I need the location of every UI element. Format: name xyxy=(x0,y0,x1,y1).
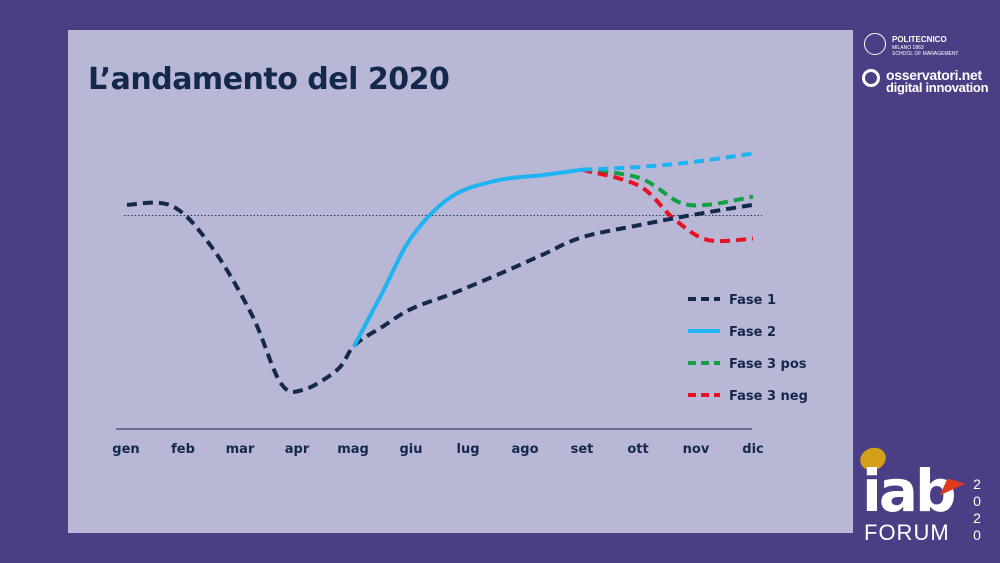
iab-forum-logo: iab FORUM 2020 xyxy=(857,444,998,560)
legend-item-fase-3-neg: Fase 3 neg xyxy=(688,389,808,404)
series-line-fase-2-proiezione xyxy=(582,151,754,172)
osservatori-name: osservatori.net xyxy=(886,67,982,83)
x-tick-label-set: set xyxy=(571,442,594,457)
politecnico-name: POLITECNICO xyxy=(892,35,947,44)
politecnico-seal-icon xyxy=(864,33,886,55)
series-line-fase-3-pos xyxy=(582,167,754,208)
iab-forum-text: FORUM xyxy=(864,520,950,545)
legend-label: Fase 3 neg xyxy=(729,389,808,404)
legend-label: Fase 2 xyxy=(729,325,776,340)
legend-label: Fase 1 xyxy=(729,293,776,308)
x-tick-label-feb: feb xyxy=(171,442,195,457)
legend-item-fase-1: Fase 1 xyxy=(688,293,776,308)
series-line-fase-1 xyxy=(126,200,754,394)
legend-item-fase-2: Fase 2 xyxy=(688,325,776,340)
x-tick-label-mar: mar xyxy=(226,442,255,457)
x-tick-label-giu: giu xyxy=(399,442,422,457)
iab-wordmark: iab xyxy=(862,457,957,525)
x-tick-label-ago: ago xyxy=(511,442,538,457)
series-line-fase-3-neg xyxy=(581,167,754,244)
x-tick-label-gen: gen xyxy=(112,442,139,457)
legend-item-fase-3-pos: Fase 3 pos xyxy=(688,357,807,372)
x-tick-label-nov: nov xyxy=(683,442,710,457)
x-tick-label-lug: lug xyxy=(456,442,479,457)
politecnico-sub2: SCHOOL OF MANAGEMENT xyxy=(892,51,959,57)
series-line-fase-2 xyxy=(352,167,585,348)
magnifier-icon xyxy=(862,69,880,87)
osservatori-tagline: digital innovation xyxy=(886,80,989,95)
x-tick-label-apr: apr xyxy=(285,442,310,457)
legend-label: Fase 3 pos xyxy=(729,357,807,372)
politecnico-sub1: MILANO 1863 xyxy=(892,45,924,51)
chart-title: L’andamento del 2020 xyxy=(88,62,450,97)
politecnico-subtitle: MILANO 1863 SCHOOL OF MANAGEMENT xyxy=(892,45,959,57)
slide-panel xyxy=(68,30,853,533)
x-tick-label-mag: mag xyxy=(337,442,369,457)
x-tick-label-dic: dic xyxy=(742,442,763,457)
x-tick-label-ott: ott xyxy=(627,442,648,457)
iab-year: 2020 xyxy=(973,476,981,543)
